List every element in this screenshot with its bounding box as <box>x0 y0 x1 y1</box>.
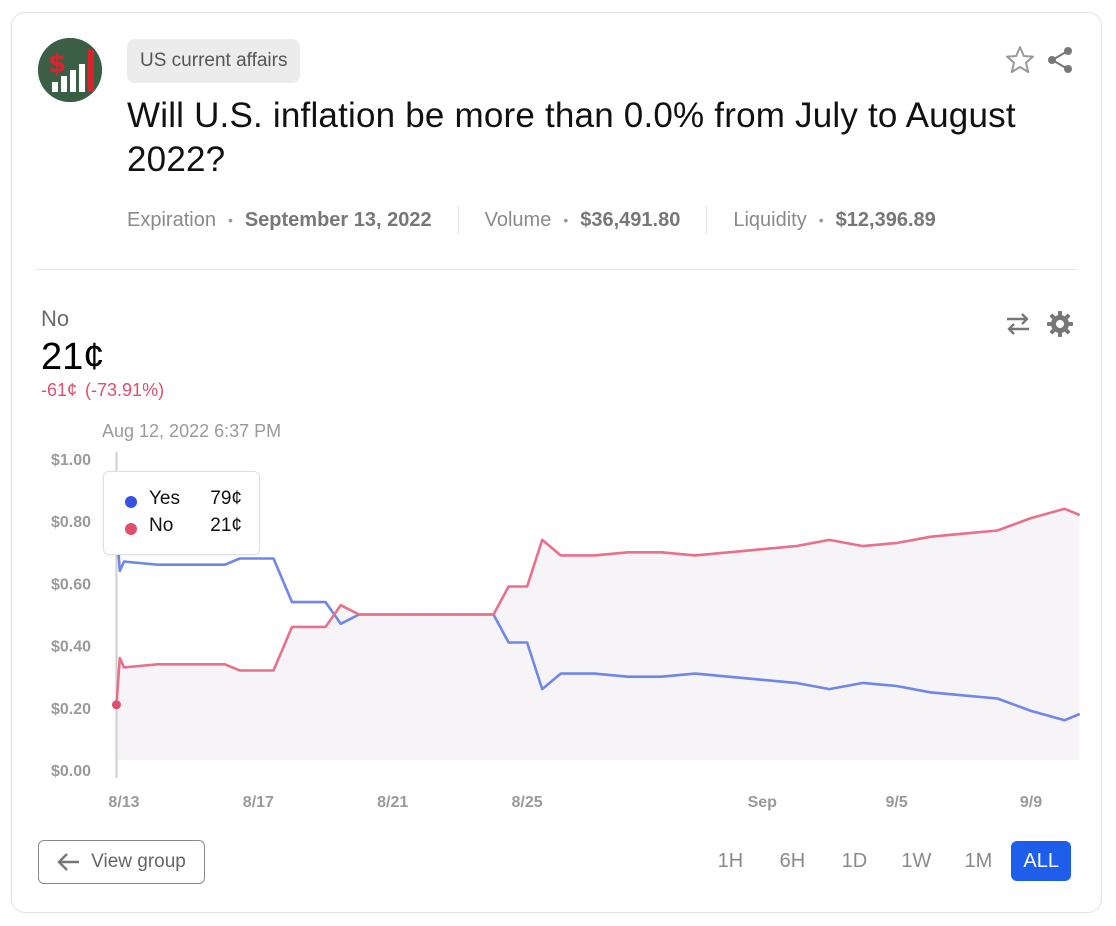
price-change: -61¢ (-73.91%) <box>41 380 164 401</box>
gear-icon[interactable] <box>1046 310 1074 338</box>
price-chart[interactable]: $1.00 $0.80 $0.60 $0.40 $0.20 $0.00 8/13 8/17 8/… <box>0 400 1116 820</box>
meta-dot: • <box>818 212 824 228</box>
liquidity-info: Liquidity • $12,396.89 <box>733 209 935 232</box>
x-tick-label: Sep <box>748 794 778 811</box>
series-line-yes <box>115 524 1081 722</box>
hover-timestamp: Aug 12, 2022 6:37 PM <box>102 421 281 441</box>
volume-info: Volume • $36,491.80 <box>485 209 681 232</box>
y-tick-label: $0.20 <box>51 701 91 718</box>
no-series-area <box>116 508 1080 760</box>
tooltip-no-label: No <box>149 515 174 536</box>
view-group-label: View group <box>91 851 186 872</box>
series-line-no <box>115 507 1081 705</box>
hover-point-no <box>111 700 121 710</box>
section-divider <box>36 269 1077 270</box>
svg-text:$: $ <box>48 49 66 79</box>
range-tab-1d[interactable]: 1D <box>841 849 868 872</box>
price-change-pct: (-73.91%) <box>85 380 165 400</box>
outcome-price: 21¢ <box>41 336 105 378</box>
outcome-label: No <box>41 306 70 331</box>
volume-label: Volume <box>484 208 552 231</box>
market-avatar: $ <box>38 38 102 102</box>
x-tick-label: 9/9 <box>1020 794 1042 811</box>
tooltip-row-no: No 21¢ <box>104 515 259 539</box>
x-tick-label: 9/5 <box>886 794 908 811</box>
range-tab-1h[interactable]: 1H <box>717 849 744 872</box>
market-title: Will U.S. inflation be more than 0.0% fr… <box>127 96 1016 179</box>
star-icon[interactable] <box>1004 44 1036 76</box>
expiration-label: Expiration <box>127 208 216 231</box>
arrow-left-icon <box>57 853 80 871</box>
price-change-abs: -61¢ <box>41 380 78 400</box>
category-chip[interactable]: US current affairs <box>127 39 301 83</box>
range-tab-1m[interactable]: 1M <box>964 849 993 872</box>
y-tick-label: $1.00 <box>51 452 91 469</box>
y-tick-label: $0.40 <box>51 639 91 656</box>
x-tick-label: 8/25 <box>512 794 543 811</box>
expiration-value: September 13, 2022 <box>244 208 432 231</box>
meta-divider <box>457 206 459 234</box>
meta-dot: • <box>563 212 569 228</box>
view-group-button[interactable]: View group <box>38 840 205 884</box>
volume-value: $36,491.80 <box>580 208 681 231</box>
y-tick-label: $0.60 <box>51 576 91 593</box>
range-tab-6h[interactable]: 6H <box>779 849 806 872</box>
liquidity-label: Liquidity <box>733 208 807 231</box>
range-tab-1w[interactable]: 1W <box>901 849 932 872</box>
market-card <box>11 12 1102 913</box>
y-tick-label: $0.00 <box>51 763 91 780</box>
tooltip-yes-label: Yes <box>149 488 180 509</box>
swap-arrows-icon[interactable] <box>1004 310 1032 338</box>
chart-actions <box>1004 310 1074 338</box>
market-meta: Expiration • September 13, 2022 Volume •… <box>127 203 936 237</box>
expiration-info: Expiration • September 13, 2022 <box>127 209 432 232</box>
y-tick-label: $0.80 <box>51 514 91 531</box>
x-tick-label: 8/17 <box>243 794 274 811</box>
tooltip-no-value: 21¢ <box>210 515 242 536</box>
yes-dot-icon <box>125 496 137 508</box>
meta-dot: • <box>227 212 233 228</box>
chart-tooltip: Yes 79¢ No 21¢ <box>103 471 260 555</box>
meta-divider <box>706 206 708 234</box>
dollar-chart-icon: $ <box>38 38 102 102</box>
no-dot-icon <box>125 523 137 535</box>
tooltip-row-yes: Yes 79¢ <box>104 488 259 512</box>
x-tick-label: 8/21 <box>377 794 408 811</box>
tooltip-yes-value: 79¢ <box>210 488 242 509</box>
time-range-tabs: 1H 6H 1D 1W 1M ALL <box>701 841 1071 881</box>
header-actions <box>1004 44 1076 76</box>
share-icon[interactable] <box>1044 44 1076 76</box>
x-tick-label: 8/13 <box>108 794 139 811</box>
liquidity-value: $12,396.89 <box>835 208 936 231</box>
range-tab-all[interactable]: ALL <box>1011 841 1071 881</box>
